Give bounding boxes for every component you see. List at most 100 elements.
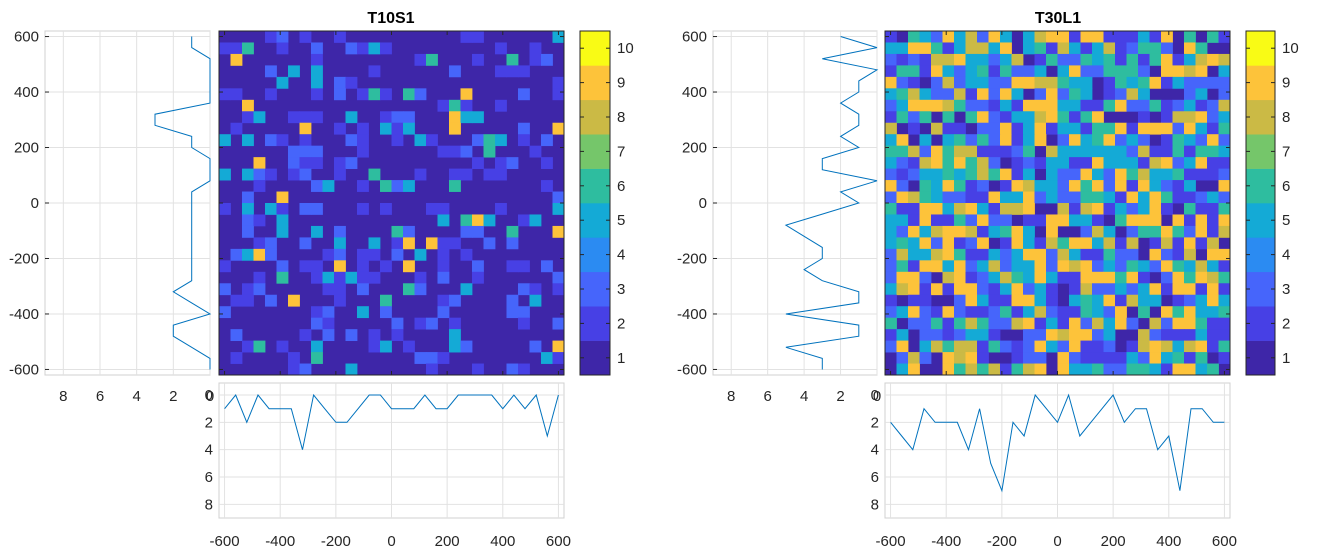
heatmap-cell	[1023, 352, 1035, 364]
heatmap-cell	[977, 329, 989, 341]
row-profile-y-tick-label: 200	[682, 140, 707, 157]
heatmap-cell	[1000, 168, 1012, 181]
heatmap-cell	[552, 88, 565, 101]
heatmap-cell	[919, 237, 932, 250]
heatmap-cell	[1023, 260, 1035, 273]
heatmap-cell	[1138, 134, 1150, 147]
heatmap-cell	[1115, 214, 1127, 227]
heatmap-cell	[1069, 157, 1081, 169]
heatmap-cell	[403, 237, 415, 250]
heatmap-cell	[1069, 145, 1081, 158]
heatmap-cell	[988, 65, 1001, 78]
heatmap-cell	[253, 340, 266, 353]
heatmap-cell	[460, 31, 473, 43]
heatmap-cell	[391, 122, 404, 135]
heatmap-cell	[1092, 214, 1104, 227]
heatmap-cell	[1034, 294, 1047, 307]
panel-right: T30L1 -600 -400 -200 0 200 400 600 8 6 4 2 0 1 2 3 4 5…	[677, 10, 1299, 550]
heatmap-cell	[414, 271, 427, 284]
heatmap-cell	[1080, 168, 1093, 181]
heatmap-cell	[988, 363, 1001, 376]
heatmap-cell	[1057, 168, 1070, 181]
heatmap-cell	[965, 145, 978, 158]
colorbar-swatch	[580, 203, 610, 238]
heatmap-cell	[1184, 111, 1196, 124]
heatmap-cell	[919, 352, 932, 364]
heatmap-cell	[345, 157, 358, 169]
heatmap-cell	[1069, 317, 1081, 330]
heatmap-cell	[965, 111, 978, 124]
heatmap-cell	[1092, 260, 1104, 273]
heatmap-cell	[965, 237, 978, 250]
heatmap-cell	[437, 294, 450, 307]
row-profile-y-tick-label: -600	[9, 361, 39, 378]
heatmap-cell	[931, 31, 943, 43]
heatmap-cell	[1115, 237, 1127, 250]
heatmap-cell	[552, 191, 565, 204]
heatmap-cell	[1000, 191, 1012, 204]
heatmap-cell	[1218, 225, 1231, 238]
heatmap-cell	[1080, 225, 1093, 238]
heatmap-cell	[1069, 237, 1081, 250]
heatmap-cell	[1161, 329, 1173, 341]
heatmap-cell	[1207, 122, 1219, 135]
heatmap-cell	[552, 340, 565, 353]
heatmap-cell	[1218, 352, 1231, 364]
heatmap-cell	[942, 248, 955, 261]
heatmap-cell	[1126, 237, 1139, 250]
heatmap-cell	[1046, 271, 1058, 284]
heatmap-cell	[919, 214, 932, 227]
heatmap-cell	[437, 145, 450, 158]
heatmap-cell	[253, 271, 266, 284]
heatmap-cell	[896, 214, 909, 227]
heatmap-cell	[1023, 191, 1035, 204]
heatmap-cell	[896, 99, 909, 112]
heatmap-cell	[414, 88, 427, 101]
heatmap-cell	[345, 271, 358, 284]
heatmap-cell	[242, 203, 254, 215]
heatmap-cell	[954, 31, 966, 43]
heatmap-cell	[322, 317, 335, 330]
colorbar-tick-label: 8	[617, 109, 625, 126]
heatmap-cell	[449, 237, 461, 250]
heatmap-cell	[1080, 203, 1093, 215]
heatmap-cell	[391, 329, 404, 341]
heatmap-cell	[1011, 88, 1024, 101]
heatmap-cell	[403, 225, 415, 238]
heatmap-cell	[1023, 237, 1035, 250]
heatmap-cell	[1172, 168, 1185, 181]
heatmap-cell	[1207, 157, 1219, 169]
row-profile-y-ticks-right: -600 -400 -200 0 200 400 600	[677, 29, 717, 378]
heatmap-cell	[1057, 111, 1070, 124]
heatmap-cell	[1195, 214, 1208, 227]
heatmap-cell	[1046, 168, 1058, 181]
heatmap-cell	[1126, 283, 1139, 296]
heatmap-cell	[931, 42, 943, 55]
heatmap-cell	[253, 157, 266, 169]
heatmap-cell	[495, 168, 507, 181]
heatmap-cell	[1172, 53, 1185, 66]
heatmap-cell	[1080, 306, 1093, 319]
heatmap-cell	[1092, 317, 1104, 330]
heatmap-cell	[437, 260, 450, 273]
heatmap-cell	[1207, 214, 1219, 227]
heatmap-cell	[529, 42, 542, 55]
heatmap-cell	[288, 294, 300, 307]
col-profile-x-tick-label: 200	[435, 533, 460, 550]
heatmap-cell	[1069, 363, 1081, 376]
heatmap-cell	[1011, 53, 1024, 66]
colorbar-tick-label: 9	[1282, 75, 1290, 92]
heatmap-cell	[1195, 340, 1208, 353]
heatmap-cell	[1184, 42, 1196, 55]
heatmap-cell	[1172, 248, 1185, 261]
heatmap-cell	[1080, 329, 1093, 341]
heatmap-cell	[977, 53, 989, 66]
heatmap-cell	[242, 168, 254, 181]
heatmap-cell	[1046, 145, 1058, 158]
heatmap-cell	[1172, 271, 1185, 284]
heatmap-cell	[1080, 76, 1093, 89]
heatmap-cell	[1080, 145, 1093, 158]
heatmap-cell	[230, 42, 243, 55]
heatmap-cell	[1126, 214, 1139, 227]
heatmap-cell	[908, 317, 920, 330]
